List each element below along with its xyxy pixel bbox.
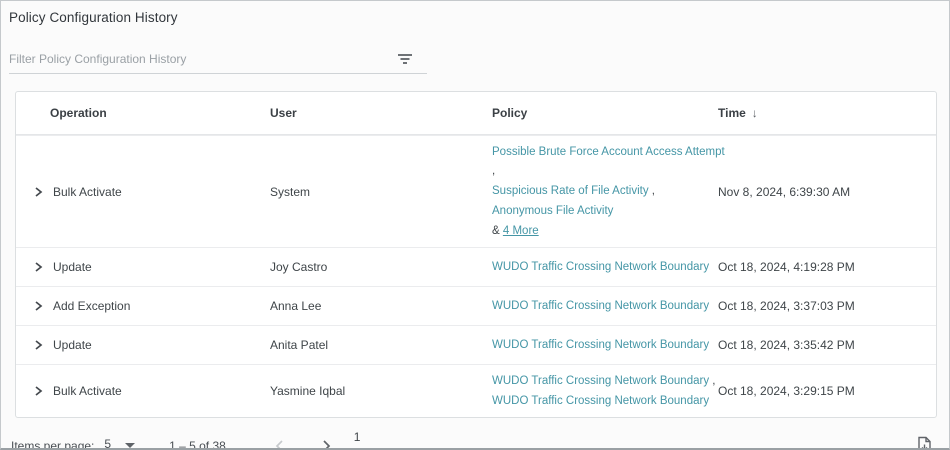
policy-link[interactable]: WUDO Traffic Crossing Network Boundary <box>492 395 710 407</box>
column-header-policy[interactable]: Policy <box>492 106 528 120</box>
user-label: Anna Lee <box>270 299 322 313</box>
column-header-time[interactable]: Time ↓ <box>718 106 936 120</box>
page-number-input[interactable] <box>351 427 408 448</box>
user-label: Yasmine Iqbal <box>270 384 346 398</box>
operation-label: Add Exception <box>53 299 131 313</box>
chevron-right-icon <box>31 262 45 277</box>
user-label: Anita Patel <box>270 338 329 352</box>
table-row: Add Exception Anna Lee WUDO Traffic Cros… <box>16 286 936 325</box>
row-expand-button[interactable] <box>29 258 47 276</box>
chevron-right-icon <box>31 186 45 202</box>
operation-label: Update <box>53 260 92 274</box>
more-policies-link[interactable]: 4 More <box>502 225 539 237</box>
filter-icon <box>397 53 413 68</box>
chevron-right-icon <box>318 440 334 448</box>
page-title: Policy Configuration History <box>9 10 178 25</box>
user-label: Joy Castro <box>270 260 328 274</box>
table-row: Bulk Activate Yasmine Iqbal WUDO Traffic… <box>16 364 936 417</box>
paginator: Items per page: 5 1 – 5 of 38 Pages: 8 <box>1 418 949 450</box>
policy-cell: WUDO Traffic Crossing Network Boundary <box>492 251 718 283</box>
time-label: Oct 18, 2024, 4:19:28 PM <box>718 260 855 274</box>
caret-down-icon <box>125 442 136 448</box>
items-per-page-label: Items per page: <box>11 439 95 450</box>
policy-separator: , <box>492 165 496 177</box>
column-header-time-label: Time <box>718 106 746 120</box>
policy-cell: WUDO Traffic Crossing Network Boundary ,… <box>492 365 718 417</box>
policy-link[interactable]: WUDO Traffic Crossing Network Boundary <box>492 261 710 273</box>
time-label: Oct 18, 2024, 3:37:03 PM <box>718 299 855 313</box>
table-header-row: Operation User Policy Time ↓ <box>16 92 936 135</box>
operation-label: Update <box>53 338 92 352</box>
chevron-left-icon <box>272 440 288 448</box>
previous-page-button[interactable] <box>268 434 292 448</box>
row-expand-button[interactable] <box>29 183 47 201</box>
page-number-box: Pages: 8 <box>351 427 408 448</box>
column-header-user[interactable]: User <box>270 106 297 120</box>
operation-label: Bulk Activate <box>53 384 122 398</box>
history-table: Operation User Policy Time ↓ Bulk Activa… <box>15 91 937 418</box>
filter-input[interactable] <box>9 52 397 66</box>
policy-link[interactable]: WUDO Traffic Crossing Network Boundary <box>492 300 710 312</box>
row-expand-button[interactable] <box>29 382 47 400</box>
policy-separator: , <box>709 375 716 387</box>
items-per-page-value: 5 <box>104 436 112 450</box>
policy-link[interactable]: WUDO Traffic Crossing Network Boundary <box>492 375 710 387</box>
policy-separator: , <box>648 185 655 197</box>
column-header-operation[interactable]: Operation <box>50 106 107 120</box>
filter-button[interactable] <box>397 53 427 65</box>
policy-link[interactable]: Possible Brute Force Account Access Atte… <box>492 146 725 158</box>
more-prefix: & <box>492 225 503 237</box>
file-download-icon <box>916 436 933 448</box>
row-expand-button[interactable] <box>29 297 47 315</box>
filter-bar <box>9 52 427 74</box>
table-row: Update Anita Patel WUDO Traffic Crossing… <box>16 325 936 364</box>
chevron-right-icon <box>31 301 45 316</box>
sort-desc-icon[interactable]: ↓ <box>751 106 758 120</box>
time-label: Nov 8, 2024, 6:39:30 AM <box>718 184 851 199</box>
policy-cell: Possible Brute Force Account Access Atte… <box>492 136 725 247</box>
policy-link[interactable]: Anonymous File Activity <box>492 205 614 217</box>
table-row: Update Joy Castro WUDO Traffic Crossing … <box>16 247 936 286</box>
range-label: 1 – 5 of 38 <box>169 439 226 450</box>
policy-link[interactable]: Suspicious Rate of File Activity <box>492 185 649 197</box>
user-label: System <box>270 184 311 199</box>
policy-link[interactable]: WUDO Traffic Crossing Network Boundary <box>492 339 710 351</box>
chevron-right-icon <box>31 340 45 355</box>
export-button[interactable] <box>914 434 935 448</box>
row-expand-button[interactable] <box>29 336 47 354</box>
policy-cell: WUDO Traffic Crossing Network Boundary <box>492 290 718 322</box>
time-label: Oct 18, 2024, 3:35:42 PM <box>718 338 855 352</box>
table-row: Bulk Activate System Possible Brute Forc… <box>16 135 936 247</box>
operation-label: Bulk Activate <box>53 184 122 199</box>
items-per-page-select[interactable]: 5 <box>98 436 139 450</box>
chevron-right-icon <box>31 386 45 401</box>
time-label: Oct 18, 2024, 3:29:15 PM <box>718 384 855 398</box>
policy-cell: WUDO Traffic Crossing Network Boundary <box>492 329 718 361</box>
next-page-button[interactable] <box>314 434 338 448</box>
